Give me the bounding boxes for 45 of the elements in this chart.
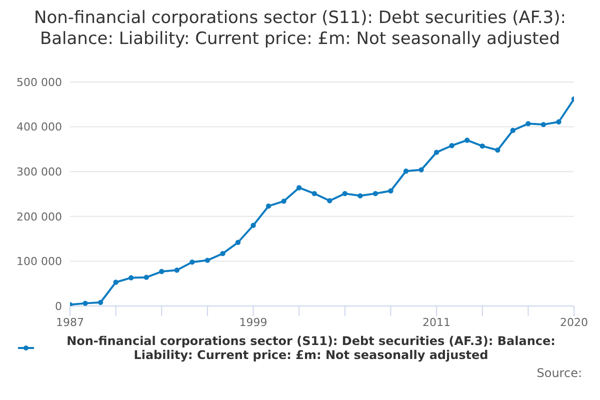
point bbox=[266, 203, 272, 209]
x-tick-label: 2020 bbox=[560, 316, 588, 329]
y-tick-label: 100 000 bbox=[16, 255, 62, 268]
point bbox=[418, 167, 424, 172]
point bbox=[190, 259, 195, 265]
point bbox=[358, 193, 363, 198]
point bbox=[98, 300, 104, 306]
point bbox=[159, 268, 164, 274]
x-tick-label: 1999 bbox=[239, 316, 268, 329]
point bbox=[82, 300, 88, 306]
point bbox=[342, 190, 348, 196]
source-note: Source: bbox=[536, 366, 583, 380]
point bbox=[327, 198, 332, 204]
y-tick-label: 300 000 bbox=[16, 166, 62, 179]
point bbox=[449, 143, 454, 148]
point bbox=[204, 258, 210, 263]
x-tick-label: 1987 bbox=[56, 316, 84, 329]
x-tick-label: 2011 bbox=[422, 316, 451, 329]
point bbox=[372, 190, 378, 196]
point bbox=[510, 128, 516, 133]
y-tick-label: 500 000 bbox=[16, 76, 62, 89]
y-tick-label: 200 000 bbox=[16, 210, 62, 224]
point bbox=[128, 275, 134, 280]
point bbox=[312, 190, 317, 196]
point bbox=[540, 122, 546, 128]
point bbox=[220, 250, 226, 256]
point bbox=[480, 143, 485, 149]
point bbox=[281, 198, 286, 204]
point bbox=[113, 280, 118, 285]
point bbox=[250, 222, 256, 228]
point bbox=[434, 150, 440, 155]
point bbox=[403, 168, 409, 174]
y-tick-label: 0 bbox=[55, 300, 62, 313]
y-tick-label: 400 000 bbox=[16, 120, 62, 134]
point bbox=[526, 121, 531, 126]
point bbox=[464, 138, 470, 143]
point bbox=[556, 119, 562, 124]
point bbox=[495, 147, 500, 153]
point bbox=[296, 185, 302, 190]
point bbox=[388, 188, 394, 194]
text: Non-financial corporations sector (S11): Debt securities (AF.3): Balance: Liability: Current price: £m: Not seasonally adjusted bbox=[66, 334, 556, 362]
chart-title: Non-financial corporations sector (S11): Debt securities (AF.3): Balance: Liability: Current price: £m: Not seasonally adjusted bbox=[33, 8, 567, 51]
point bbox=[235, 240, 241, 245]
point bbox=[174, 268, 180, 273]
point bbox=[144, 274, 149, 280]
